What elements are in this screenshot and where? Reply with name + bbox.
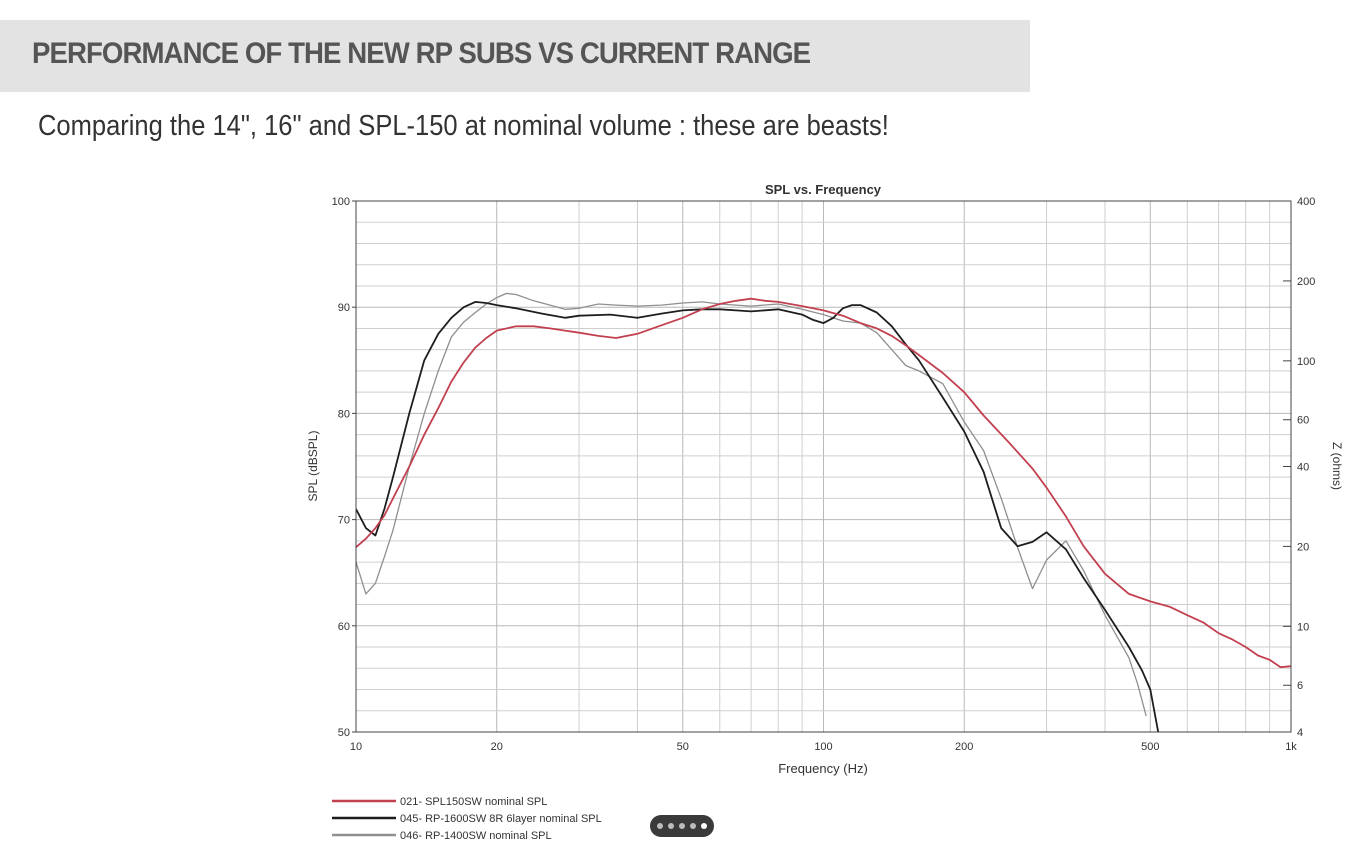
- y2-tick-label: 400: [1297, 196, 1315, 208]
- y2-tick-label: 100: [1297, 356, 1315, 368]
- y-axis-label: SPL (dBSPL): [306, 431, 320, 502]
- slide-subtitle: Comparing the 14", 16" and SPL-150 at no…: [38, 110, 889, 142]
- chart-title: SPL vs. Frequency: [765, 182, 882, 197]
- series-line-0: [356, 297, 1291, 669]
- x-tick-label: 500: [1141, 741, 1159, 753]
- pager-dot[interactable]: [668, 823, 674, 829]
- x-tick-label: 10: [350, 741, 362, 753]
- x-tick-label: 1k: [1285, 741, 1297, 753]
- legend-label: 021- SPL150SW nominal SPL: [400, 796, 547, 808]
- y-tick-label: 90: [338, 302, 350, 314]
- y2-tick-label: 4: [1297, 727, 1303, 739]
- y-tick-label: 50: [338, 727, 350, 739]
- data-curves: [356, 292, 1291, 732]
- y2-tick-label: 20: [1297, 541, 1309, 553]
- y-tick-label: 70: [338, 515, 350, 527]
- x-tick-label: 20: [491, 741, 503, 753]
- pager-dot[interactable]: [657, 823, 663, 829]
- legend: 021- SPL150SW nominal SPL 045- RP-1600SW …: [332, 796, 602, 842]
- slide-pager[interactable]: [650, 815, 714, 837]
- y2-tick-label: 10: [1297, 621, 1309, 633]
- x-axis-label: Frequency (Hz): [778, 761, 868, 776]
- x-tick-label: 100: [814, 741, 832, 753]
- pager-dot[interactable]: [679, 823, 685, 829]
- y2-tick-label: 60: [1297, 415, 1309, 427]
- legend-label: 046- RP-1400SW nominal SPL: [400, 830, 552, 842]
- y-tick-label: 60: [338, 621, 350, 633]
- y2-tick-label: 6: [1297, 680, 1303, 692]
- pager-dot[interactable]: [690, 823, 696, 829]
- y2-axis-label: Z (ohms): [1330, 442, 1344, 490]
- series-line-1: [356, 300, 1160, 732]
- axis-ticks: 10 20 50 100 200 500 1k 50 60 70 80 90 100 4 6 10 20 40 60…: [332, 196, 1316, 753]
- grid-lines: [356, 201, 1291, 732]
- y2-tick-label: 200: [1297, 276, 1315, 288]
- x-tick-label: 200: [955, 741, 973, 753]
- y2-tick-label: 40: [1297, 462, 1309, 474]
- y-tick-label: 80: [338, 408, 350, 420]
- legend-label: 045- RP-1600SW 8R 6layer nominal SPL: [400, 813, 602, 825]
- x-tick-label: 50: [677, 741, 689, 753]
- pager-dot[interactable]: [701, 823, 707, 829]
- slide-title: PERFORMANCE OF THE NEW RP SUBS VS CURREN…: [32, 37, 811, 70]
- series-line-2: [356, 292, 1147, 717]
- header-band: [0, 20, 1030, 92]
- y-tick-label: 100: [332, 196, 350, 208]
